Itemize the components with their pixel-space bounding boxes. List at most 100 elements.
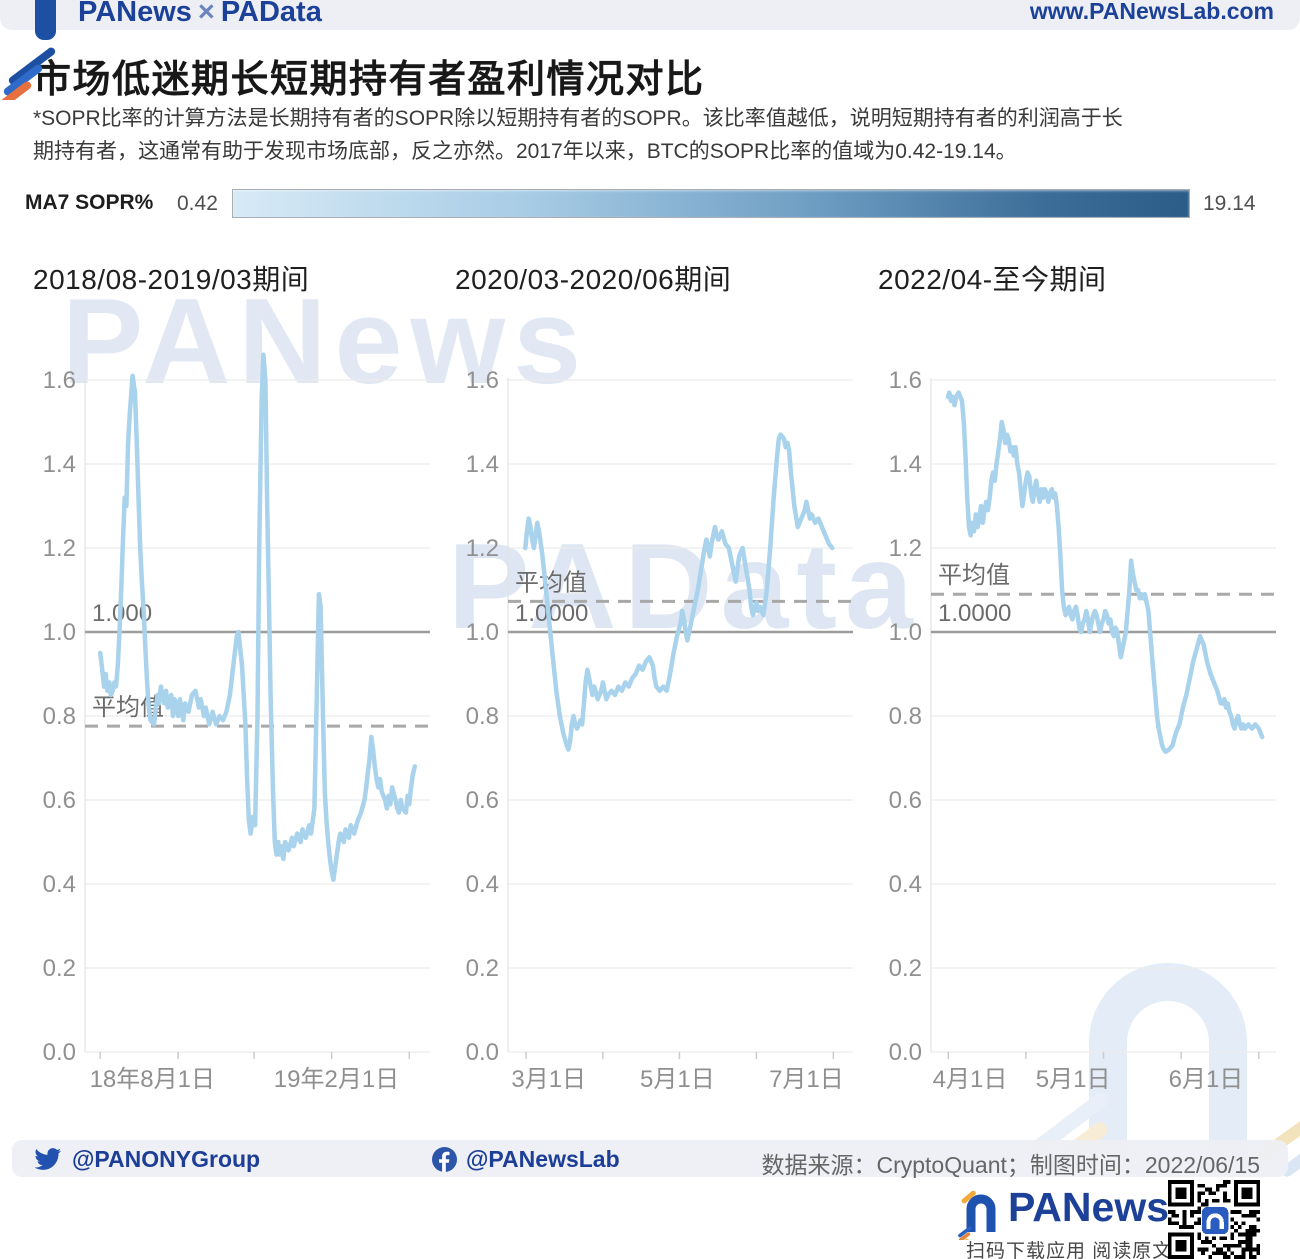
facebook-icon	[432, 1147, 457, 1172]
qr-module	[1186, 1225, 1191, 1229]
qr-module	[1201, 1202, 1205, 1207]
y-tick-label: 0.0	[43, 1039, 76, 1066]
page-title: 市场低迷期长短期持有者盈利情况对比	[33, 59, 705, 101]
qr-module	[1226, 1198, 1231, 1203]
qr-module	[1241, 1240, 1246, 1244]
qr-module	[1241, 1221, 1246, 1226]
qr-module	[1237, 1240, 1242, 1244]
chart1-title: 2018/08-2019/03期间	[33, 264, 310, 295]
qr-module	[1215, 1198, 1220, 1203]
qr-module	[1208, 1255, 1213, 1259]
qr-module	[1197, 1198, 1202, 1203]
facebook-handle-link[interactable]: @PANewsLab	[466, 1146, 620, 1172]
qr-module	[1252, 1232, 1257, 1237]
qr-module	[1230, 1243, 1235, 1248]
qr-module	[1226, 1180, 1231, 1184]
qr-module	[1197, 1221, 1202, 1226]
qr-module	[1230, 1210, 1235, 1214]
qr-module	[1197, 1210, 1202, 1214]
sopr-ratio-line	[523, 432, 835, 752]
bottom-brand-text: PANews	[1008, 1184, 1170, 1230]
qr-module	[1230, 1251, 1235, 1256]
qr-module	[1252, 1213, 1257, 1218]
colorbar-min-value: 0.42	[177, 192, 218, 215]
brand-lockup: PANews × PAData	[78, 0, 322, 29]
qr-module	[1204, 1247, 1209, 1252]
qr-module	[1245, 1243, 1249, 1248]
qr-module	[1248, 1210, 1253, 1214]
qr-module	[1201, 1183, 1205, 1188]
qr-module	[1237, 1232, 1242, 1237]
panews-logo-icon	[2, 0, 56, 100]
qr-module	[1197, 1247, 1202, 1252]
average-label: 平均值	[938, 562, 1010, 589]
qr-module	[1223, 1180, 1227, 1184]
qr-module	[1212, 1251, 1216, 1256]
x-tick-label: 5月1日	[640, 1066, 715, 1093]
qr-module	[1248, 1225, 1253, 1229]
qr-module	[1182, 1221, 1187, 1226]
qr-module	[1256, 1217, 1260, 1222]
qr-module	[1204, 1187, 1209, 1192]
average-label: 平均值	[515, 569, 587, 596]
y-tick-label: 0.8	[889, 703, 922, 730]
qr-module	[1226, 1247, 1231, 1252]
qr-module	[1197, 1236, 1202, 1241]
qr-module	[1230, 1217, 1235, 1222]
qr-module	[1193, 1221, 1198, 1226]
y-tick-label: 1.2	[466, 535, 499, 562]
qr-module	[1201, 1240, 1205, 1244]
qr-module	[1248, 1243, 1253, 1248]
x-tick-label: 19年2月1日	[274, 1066, 399, 1093]
y-tick-label: 0.4	[889, 871, 922, 898]
qr-module	[1175, 1213, 1180, 1218]
qr-module	[1223, 1195, 1227, 1199]
qr-finder	[1241, 1187, 1253, 1199]
qr-module	[1245, 1236, 1249, 1241]
qr-module	[1248, 1228, 1253, 1233]
footer-band	[12, 1140, 1288, 1177]
qr-module	[1245, 1228, 1249, 1233]
qr-module	[1208, 1240, 1213, 1244]
qr-module	[1226, 1243, 1231, 1248]
qr-module	[1248, 1251, 1253, 1256]
y-tick-label: 0.0	[466, 1039, 499, 1066]
qr-module	[1208, 1191, 1213, 1196]
qr-module	[1226, 1255, 1231, 1259]
qr-finder	[1175, 1240, 1187, 1252]
qr-module	[1237, 1243, 1242, 1248]
qr-module	[1182, 1217, 1187, 1222]
qr-module	[1168, 1210, 1172, 1214]
qr-module	[1215, 1251, 1220, 1256]
x-tick-label: 6月1日	[1169, 1066, 1244, 1093]
qr-module	[1248, 1255, 1253, 1259]
qr-module	[1212, 1191, 1216, 1196]
colorbar-gradient	[232, 189, 1190, 218]
qr-module	[1197, 1191, 1202, 1196]
y-tick-label: 0.2	[889, 955, 922, 982]
qr-module	[1245, 1232, 1249, 1237]
y-tick-label: 1.2	[43, 535, 76, 562]
y-tick-label: 1.4	[889, 451, 922, 478]
qr-module	[1168, 1217, 1172, 1222]
qr-module	[1256, 1247, 1260, 1252]
qr-module	[1190, 1213, 1194, 1218]
qr-module	[1197, 1183, 1202, 1188]
x-tick-label: 7月1日	[769, 1066, 844, 1093]
y-tick-label: 0.0	[889, 1039, 922, 1066]
qr-module	[1204, 1202, 1209, 1207]
panews-magnet-logo-icon	[958, 1190, 996, 1240]
sopr-ratio-line	[945, 390, 1265, 754]
y-tick-label: 1.0	[466, 619, 499, 646]
colorbar-label: MA7 SOPR%	[25, 191, 154, 214]
chart2-title: 2020/03-2020/06期间	[455, 264, 732, 295]
y-tick-label: 1.6	[43, 367, 76, 394]
qr-module	[1204, 1236, 1209, 1241]
x-tick-label: 5月1日	[1036, 1066, 1111, 1093]
website-url-link[interactable]: www.PANewsLab.com	[1029, 0, 1274, 24]
qr-module	[1234, 1221, 1238, 1226]
qr-module	[1215, 1247, 1220, 1252]
twitter-handle-link[interactable]: @PANONYGroup	[72, 1146, 261, 1172]
brand-separator: ×	[197, 0, 215, 28]
qr-module	[1234, 1243, 1238, 1248]
